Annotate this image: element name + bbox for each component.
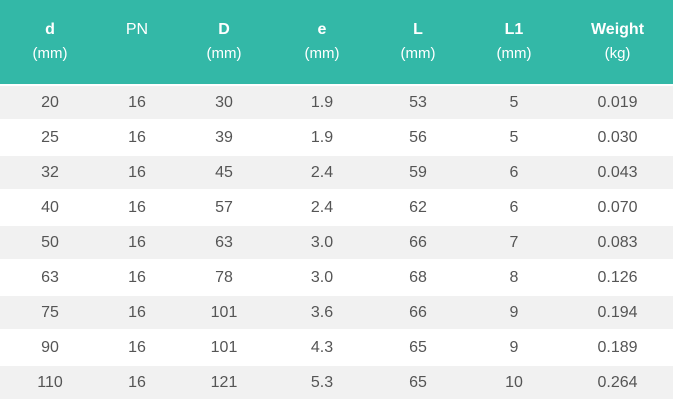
table-cell: 9: [466, 329, 562, 364]
table-cell: 0.264: [562, 364, 673, 399]
table-cell: 6: [466, 189, 562, 224]
table-cell: 110: [0, 364, 100, 399]
table-cell: 65: [370, 329, 466, 364]
table-cell: 101: [174, 294, 274, 329]
table-cell: 78: [174, 259, 274, 294]
table-cell: 63: [0, 259, 100, 294]
table-row: 50 16 63 3.0 66 7 0.083: [0, 224, 673, 259]
table-cell: 16: [100, 154, 174, 189]
table-cell: 59: [370, 154, 466, 189]
table-cell: 25: [0, 119, 100, 154]
table-cell: 53: [370, 84, 466, 119]
table-cell: 16: [100, 119, 174, 154]
table-cell: 0.083: [562, 224, 673, 259]
table-cell: 8: [466, 259, 562, 294]
table-row: 40 16 57 2.4 62 6 0.070: [0, 189, 673, 224]
table-cell: 66: [370, 224, 466, 259]
table-cell: 62: [370, 189, 466, 224]
table-cell: 16: [100, 224, 174, 259]
table-cell: 1.9: [274, 119, 370, 154]
table-body: 20 16 30 1.9 53 5 0.019 25 16 39 1.9 56 …: [0, 84, 673, 399]
header-unit: (mm): [496, 45, 532, 62]
table-cell: 0.070: [562, 189, 673, 224]
table-cell: 1.9: [274, 84, 370, 119]
table-cell: 7: [466, 224, 562, 259]
table-cell: 57: [174, 189, 274, 224]
table-cell: 75: [0, 294, 100, 329]
table-cell: 5: [466, 84, 562, 119]
table-cell: 16: [100, 84, 174, 119]
table-row: 20 16 30 1.9 53 5 0.019: [0, 84, 673, 119]
table-cell: 16: [100, 294, 174, 329]
table-cell: 16: [100, 329, 174, 364]
header-cell-L1: L1 (mm): [466, 0, 562, 84]
header-unit: (mm): [206, 45, 242, 62]
table-header: d (mm) PN D (mm) e (mm) L (mm): [0, 0, 673, 84]
header-unit: (kg): [604, 45, 631, 62]
header-label: e: [317, 21, 327, 38]
table-cell: 56: [370, 119, 466, 154]
table-cell: 5.3: [274, 364, 370, 399]
header-label: PN: [125, 21, 149, 38]
table-cell: 5: [466, 119, 562, 154]
table-cell: 0.030: [562, 119, 673, 154]
table-row: 90 16 101 4.3 65 9 0.189: [0, 329, 673, 364]
table-cell: 6: [466, 154, 562, 189]
table-cell: 3.0: [274, 259, 370, 294]
header-unit: (mm): [32, 45, 68, 62]
table-cell: 68: [370, 259, 466, 294]
table-row: 110 16 121 5.3 65 10 0.264: [0, 364, 673, 399]
table-cell: 101: [174, 329, 274, 364]
table-cell: 0.189: [562, 329, 673, 364]
table-row: 75 16 101 3.6 66 9 0.194: [0, 294, 673, 329]
table-cell: 30: [174, 84, 274, 119]
table-cell: 4.3: [274, 329, 370, 364]
header-row: d (mm) PN D (mm) e (mm) L (mm): [0, 0, 673, 84]
table-row: 25 16 39 1.9 56 5 0.030: [0, 119, 673, 154]
header-cell-pn: PN: [100, 0, 174, 84]
header-label: L: [413, 21, 423, 38]
table-cell: 39: [174, 119, 274, 154]
header-cell-D: D (mm): [174, 0, 274, 84]
table-row: 63 16 78 3.0 68 8 0.126: [0, 259, 673, 294]
header-cell-d: d (mm): [0, 0, 100, 84]
table-cell: 90: [0, 329, 100, 364]
table-cell: 10: [466, 364, 562, 399]
table-cell: 16: [100, 189, 174, 224]
table-cell: 16: [100, 259, 174, 294]
table-cell: 45: [174, 154, 274, 189]
table-cell: 121: [174, 364, 274, 399]
header-cell-L: L (mm): [370, 0, 466, 84]
table-cell: 2.4: [274, 189, 370, 224]
table-cell: 32: [0, 154, 100, 189]
table-cell: 0.043: [562, 154, 673, 189]
table-row: 32 16 45 2.4 59 6 0.043: [0, 154, 673, 189]
table-cell: 9: [466, 294, 562, 329]
table-cell: 0.019: [562, 84, 673, 119]
header-label: d: [45, 21, 55, 38]
header-label: Weight: [590, 21, 645, 38]
table-cell: 3.6: [274, 294, 370, 329]
header-label: L1: [504, 21, 524, 38]
header-cell-e: e (mm): [274, 0, 370, 84]
table-cell: 50: [0, 224, 100, 259]
table-cell: 63: [174, 224, 274, 259]
table-cell: 0.194: [562, 294, 673, 329]
table-cell: 65: [370, 364, 466, 399]
table-cell: 0.126: [562, 259, 673, 294]
table-cell: 3.0: [274, 224, 370, 259]
header-label: D: [218, 21, 230, 38]
table-cell: 16: [100, 364, 174, 399]
header-cell-weight: Weight (kg): [562, 0, 673, 84]
header-unit: (mm): [304, 45, 340, 62]
table-cell: 20: [0, 84, 100, 119]
table-cell: 2.4: [274, 154, 370, 189]
table-cell: 66: [370, 294, 466, 329]
table-cell: 40: [0, 189, 100, 224]
header-unit: (mm): [400, 45, 436, 62]
